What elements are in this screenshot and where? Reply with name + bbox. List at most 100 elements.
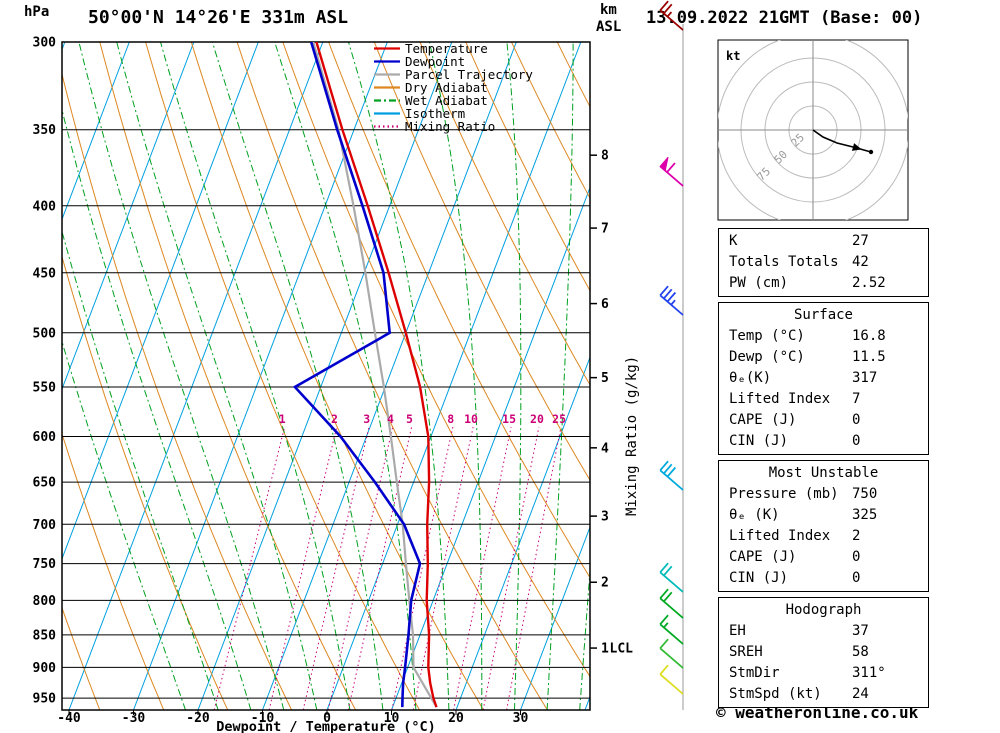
dry-adiabat (62, 72, 293, 710)
row-value: 27 (852, 233, 869, 249)
barb-half-feather (663, 622, 669, 629)
table-row: θₑ(K) 317 (719, 368, 928, 389)
barb-staff (659, 623, 684, 645)
hodograph-unit-label: kt (726, 49, 740, 63)
dry-adiabat (62, 606, 101, 710)
row-value: 0 (852, 433, 861, 449)
wet-adiabat (546, 42, 574, 710)
pressure-tick-label: 750 (33, 557, 57, 572)
mixing-ratio-value: 1 (279, 412, 286, 426)
table-row: StmDir 311° (719, 663, 928, 684)
row-value: 750 (852, 486, 878, 502)
barb-feather (659, 638, 669, 649)
isotherm (262, 42, 517, 710)
table-row: EH 37 (719, 621, 928, 642)
temp-tick-label: -10 (251, 711, 275, 726)
wind-barb-column (659, 0, 684, 710)
wet-adiabat (348, 42, 450, 710)
temp-tick-label: -30 (122, 711, 146, 726)
km-tick-label: 2 (601, 576, 609, 591)
mixing-ratio-value: 4 (387, 412, 394, 426)
mixing-ratio-value: 2 (331, 412, 338, 426)
barb-feather (666, 466, 677, 478)
barb-feather (659, 664, 669, 675)
table-title: Most Unstable (768, 465, 879, 481)
temp-tick-label: -40 (57, 711, 81, 726)
pressure-tick-label: 400 (33, 199, 57, 214)
row-value: 7 (852, 391, 861, 407)
indices-tables: K 27 Totals Totals 42 PW (cm) 2.52 Surface Temp… (718, 228, 929, 713)
mixing-ratio-value: 10 (464, 412, 478, 426)
isotherm (62, 42, 195, 391)
altitude-axis-unit-km: km (600, 2, 617, 18)
row-label: CIN (J) (729, 570, 789, 586)
wet-adiabat (62, 229, 219, 710)
wet-adiabat (429, 42, 483, 710)
dry-adiabat (373, 42, 590, 482)
pressure-tick-label: 850 (33, 628, 57, 643)
mixing-ratio-line (302, 426, 370, 710)
mixing-ratio-line (327, 426, 394, 710)
parcel-trajectory-curve (312, 42, 438, 708)
barb-feather (666, 291, 677, 303)
km-tick-label: 8 (601, 149, 609, 164)
lcl-label: LCL (610, 642, 634, 657)
row-value: 37 (852, 623, 869, 639)
row-label: Pressure (mb) (729, 486, 839, 502)
wind-barb (659, 638, 684, 669)
mixing-ratio-value: 5 (406, 412, 413, 426)
mixing-ratio-line (213, 426, 286, 710)
table-most-unstable: Most Unstable Pressure (mb) 750 θₑ (K) 325 Li… (718, 460, 929, 592)
isotherm (197, 42, 453, 710)
dry-adiabat (62, 432, 165, 710)
barb-feather (663, 463, 673, 475)
table-surface: Surface Temp (°C) 16.8 Dewp (°C) 11.5 θₑ(K) 31… (718, 302, 929, 455)
isotherm (455, 355, 590, 710)
sounding-curves (292, 42, 438, 708)
row-value: 317 (852, 370, 878, 386)
legend-label: Isotherm (405, 106, 465, 121)
plot-border (61, 41, 591, 711)
table-row: StmSpd (kt) 24 (719, 684, 928, 705)
wet-adiabat (274, 42, 417, 710)
mixing-ratio-line (268, 426, 338, 710)
x-axis-title: Dewpoint / Temperature (°C) (216, 719, 435, 733)
barb-pennant (659, 156, 669, 172)
table-title: Hodograph (785, 602, 862, 618)
table-hodograph: Hodograph EH 37 SREH 58 StmDir 311° StmSpd (kt)… (718, 597, 929, 708)
row-label: θₑ(K) (729, 370, 772, 386)
legend-label: Wet Adiabat (405, 93, 488, 108)
barb-half-feather (670, 299, 676, 306)
mixing-ratio-line (453, 426, 512, 710)
row-value: 0 (852, 549, 861, 565)
legend-label: Dewpoint (405, 54, 465, 69)
km-axis: 1 LCL 2 3 4 5 6 7 8 (590, 149, 633, 657)
temp-tick-label: 30 (513, 711, 529, 726)
table-row: Temp (°C) 16.8 (719, 326, 928, 347)
row-value: 2 (852, 528, 861, 544)
row-label: Totals Totals (729, 254, 839, 270)
temp-tick-label: 0 (323, 711, 331, 726)
row-label: CIN (J) (729, 433, 789, 449)
dry-adiabat (282, 42, 590, 678)
hodograph-box (717, 39, 909, 221)
row-label: K (729, 233, 738, 249)
hodograph-trace-end (868, 149, 874, 155)
hodograph-storm-arrow (851, 143, 862, 151)
table-row: Totals Totals 42 (719, 252, 928, 273)
legend-label: Temperature (405, 41, 488, 56)
hodograph-ring (788, 105, 838, 155)
row-label: EH (729, 623, 746, 639)
wet-adiabat (211, 42, 384, 710)
table-row: PW (cm) 2.52 (719, 273, 928, 294)
row-value: 24 (852, 686, 869, 702)
row-value: 311° (852, 665, 886, 681)
wind-barb (659, 156, 684, 187)
hodograph-ring (764, 81, 862, 179)
altitude-axis-unit-asl: ASL (596, 19, 622, 35)
km-tick-label: 1 (601, 642, 609, 657)
row-label: PW (cm) (729, 275, 789, 291)
barb-staff (659, 647, 684, 669)
km-tick-label: 3 (601, 510, 609, 525)
